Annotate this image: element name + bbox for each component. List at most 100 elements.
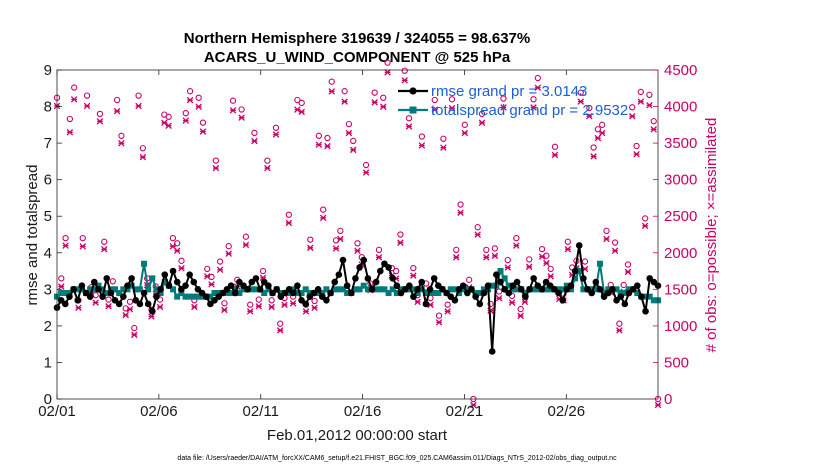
assimilated-obs-point [178, 265, 185, 272]
possible-obs-point [397, 231, 404, 238]
possible-obs-point [311, 297, 318, 305]
assimilated-obs-point [208, 281, 215, 288]
totalspread-point [381, 286, 388, 293]
totalspread-point [422, 289, 429, 296]
chart-subtitle: ACARS_U_WIND_COMPONENT @ 525 hPa [204, 49, 511, 66]
rmse-point [364, 275, 372, 282]
rmse-point [115, 300, 123, 308]
totalspread-point [248, 286, 255, 293]
rmse-point [144, 300, 152, 308]
right-tick-label: 0 [664, 391, 672, 408]
totalspread-point [621, 289, 628, 296]
assimilated-obs-point [547, 273, 554, 280]
rmse-point [331, 278, 339, 286]
rmse-point [173, 278, 181, 286]
possible-obs-point [603, 227, 610, 234]
totalspread-point [58, 289, 65, 296]
assimilated-obs-point [118, 140, 125, 147]
assimilated-obs-point [598, 129, 606, 137]
rmse-point [165, 282, 173, 289]
totalspread-point [290, 286, 297, 293]
rmse-point [422, 300, 430, 308]
possible-obs-point [547, 265, 554, 273]
totalspread-point [555, 286, 562, 293]
possible-obs-point [324, 134, 331, 142]
x-tick-label: 02/21 [446, 403, 484, 420]
possible-obs-point [594, 126, 602, 133]
right-tick-label: 4500 [664, 62, 697, 79]
possible-obs-point [362, 161, 370, 169]
assimilated-obs-point [538, 253, 546, 260]
possible-obs-point [83, 92, 91, 99]
possible-obs-point [448, 96, 456, 103]
assimilated-obs-markers [53, 69, 662, 409]
totalspread-point [410, 286, 417, 293]
right-tick-label: 500 [664, 354, 689, 371]
rmse-point [588, 289, 595, 297]
totalspread-point [66, 289, 73, 296]
totalspread-point [576, 268, 583, 275]
possible-obs-point [392, 267, 400, 275]
rmse-point [526, 286, 533, 293]
possible-obs-point [272, 124, 280, 131]
possible-obs-point [186, 88, 194, 95]
possible-obs-point [139, 145, 147, 152]
possible-obs-point [285, 211, 292, 218]
assimilated-obs-point [105, 303, 112, 310]
possible-obs-point [238, 106, 245, 113]
possible-obs-markers [53, 59, 662, 403]
assimilated-obs-point [195, 103, 202, 110]
rmse-point [169, 267, 177, 275]
rmse-point [323, 297, 330, 304]
assimilated-obs-point [173, 247, 181, 254]
rmse-point [202, 293, 210, 300]
possible-obs-point [307, 236, 314, 243]
plot-frame [56, 69, 659, 400]
assimilated-obs-point [229, 107, 237, 114]
left-tick-label: 1 [44, 354, 52, 371]
possible-obs-point [174, 240, 181, 247]
assimilated-obs-point [525, 263, 533, 271]
possible-obs-point [641, 215, 649, 222]
totalspread-point [136, 286, 143, 293]
possible-obs-point [298, 99, 305, 107]
assimilated-obs-point [405, 123, 413, 130]
totalspread-point [418, 286, 425, 293]
right-tick-label: 1000 [664, 318, 697, 335]
possible-obs-point [410, 264, 417, 272]
rmse-point [66, 293, 73, 300]
totalspread-point [480, 286, 487, 293]
possible-obs-point [581, 258, 589, 265]
right-tick-label: 4000 [664, 99, 697, 116]
possible-obs-point [337, 227, 344, 234]
left-tick-label: 2 [44, 318, 52, 335]
assimilated-obs-point [328, 88, 336, 95]
rmse-point [157, 286, 164, 293]
totalspread-point [265, 286, 272, 293]
assimilated-obs-point [216, 266, 224, 274]
rmse-point [426, 286, 434, 293]
totalspread-point [563, 282, 570, 289]
possible-obs-point [315, 132, 323, 139]
rmse-point [86, 293, 94, 300]
rmse-point [389, 275, 397, 282]
possible-obs-point [435, 312, 443, 319]
totalspread-point [360, 282, 367, 289]
totalspread-point [605, 286, 612, 293]
totalspread-point [559, 286, 566, 293]
totalspread-point [601, 289, 608, 296]
totalspread-point [277, 289, 284, 296]
totalspread-point [145, 286, 152, 293]
left-tick-label: 5 [44, 208, 52, 225]
totalspread-point [215, 289, 222, 296]
rmse-point [61, 300, 69, 308]
possible-obs-point [264, 157, 271, 164]
rmse-point [339, 256, 347, 264]
possible-obs-point [255, 296, 262, 303]
assimilated-obs-point [66, 129, 74, 136]
rmse-point [385, 264, 392, 271]
possible-obs-point [599, 121, 606, 128]
rmse-point [289, 289, 297, 297]
totalspread-point [87, 286, 94, 293]
assimilated-obs-point [242, 241, 250, 249]
